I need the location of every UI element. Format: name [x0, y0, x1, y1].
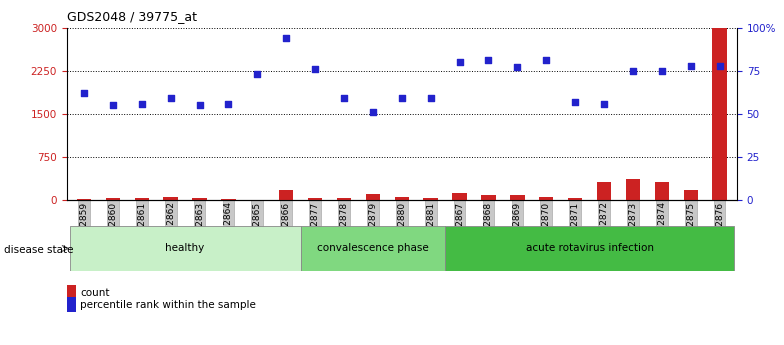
Bar — [423, 198, 438, 200]
Bar — [221, 199, 236, 200]
Bar — [106, 198, 120, 200]
Point — [655, 68, 668, 73]
Point — [395, 96, 408, 101]
Bar — [70, 226, 301, 271]
Point — [194, 102, 206, 108]
Point — [338, 96, 350, 101]
Bar — [279, 190, 293, 200]
Point — [569, 99, 582, 105]
Bar — [394, 197, 409, 200]
Text: healthy: healthy — [165, 244, 205, 253]
Point — [482, 58, 495, 63]
Bar — [684, 190, 698, 200]
Text: disease state: disease state — [4, 245, 74, 255]
Text: acute rotavirus infection: acute rotavirus infection — [525, 244, 654, 253]
Bar — [597, 182, 612, 200]
Bar — [301, 226, 445, 271]
Point — [540, 58, 553, 63]
Point — [107, 102, 119, 108]
Bar — [452, 193, 466, 200]
Point — [684, 63, 697, 68]
Bar — [77, 199, 91, 200]
Bar — [481, 195, 495, 200]
Bar — [308, 198, 322, 200]
Text: convalescence phase: convalescence phase — [317, 244, 429, 253]
Point — [165, 96, 177, 101]
Bar — [539, 197, 554, 200]
Point — [78, 90, 90, 96]
Point — [453, 59, 466, 65]
Bar — [192, 198, 207, 200]
Point — [251, 71, 263, 77]
Bar — [713, 28, 727, 200]
Point — [367, 109, 379, 115]
Bar — [365, 194, 380, 200]
Point — [280, 35, 292, 41]
Point — [309, 66, 321, 72]
Point — [626, 68, 639, 73]
Text: percentile rank within the sample: percentile rank within the sample — [80, 300, 256, 309]
Bar — [250, 199, 264, 200]
Bar — [655, 182, 669, 200]
Bar — [135, 198, 149, 200]
Bar — [626, 179, 641, 200]
Bar — [510, 195, 524, 200]
Bar — [445, 226, 734, 271]
Text: GDS2048 / 39775_at: GDS2048 / 39775_at — [67, 10, 197, 23]
Point — [136, 101, 148, 106]
Bar — [337, 198, 351, 200]
Bar — [568, 198, 583, 200]
Point — [511, 65, 524, 70]
Text: count: count — [80, 288, 110, 297]
Point — [713, 63, 726, 68]
Bar — [163, 197, 178, 200]
Point — [424, 96, 437, 101]
Point — [597, 101, 610, 106]
Point — [222, 101, 234, 106]
